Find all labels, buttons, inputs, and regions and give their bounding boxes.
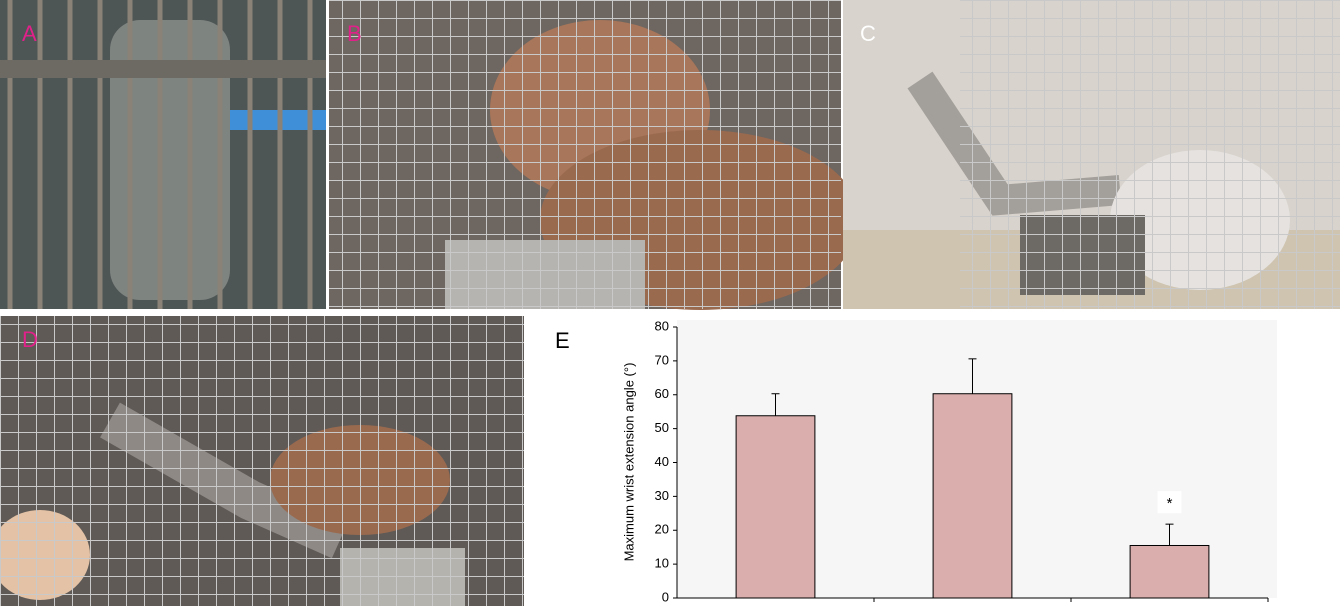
panel-label: B bbox=[347, 21, 362, 46]
annotation: * bbox=[1167, 495, 1173, 512]
panel-label: C bbox=[860, 21, 876, 46]
y-tick-label: 10 bbox=[655, 556, 669, 571]
photo-b bbox=[329, 0, 860, 310]
bar bbox=[933, 394, 1012, 598]
y-tick-label: 20 bbox=[655, 522, 669, 537]
figure: A B C D E Maximum wrist extension angle … bbox=[0, 0, 1340, 606]
y-tick-label: 50 bbox=[655, 420, 669, 435]
y-tick-label: 30 bbox=[655, 488, 669, 503]
y-tick-label: 40 bbox=[655, 454, 669, 469]
y-axis-label: Maximum wrist extension angle (°) bbox=[621, 363, 636, 562]
panel-label: E bbox=[555, 328, 570, 353]
y-tick-label: 80 bbox=[655, 318, 669, 333]
bar bbox=[1130, 545, 1209, 598]
y-tick-label: 60 bbox=[655, 386, 669, 401]
photo-a bbox=[0, 0, 326, 309]
panel-label: A bbox=[22, 21, 37, 46]
panel-label: D bbox=[22, 327, 38, 352]
bar bbox=[736, 416, 815, 598]
photo-d bbox=[0, 316, 524, 606]
photo-c bbox=[843, 0, 1340, 309]
y-tick-label: 70 bbox=[655, 352, 669, 367]
y-tick-label: 0 bbox=[662, 589, 669, 604]
